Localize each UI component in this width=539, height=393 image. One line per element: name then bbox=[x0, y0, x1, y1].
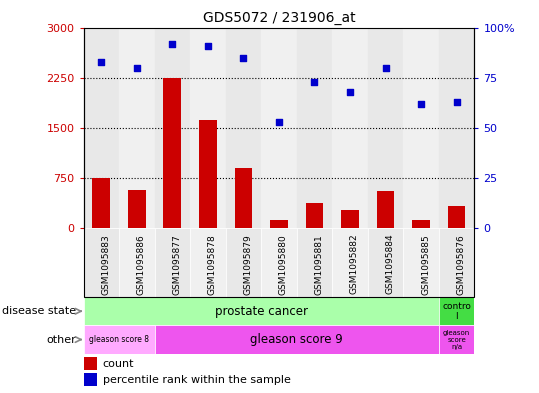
Bar bbox=[119, 28, 155, 228]
Bar bbox=[226, 28, 261, 228]
Bar bbox=[92, 178, 110, 228]
Bar bbox=[306, 203, 323, 228]
Text: GSM1095878: GSM1095878 bbox=[208, 234, 217, 295]
Point bbox=[204, 42, 212, 49]
Bar bbox=[261, 228, 296, 297]
Bar bbox=[368, 228, 403, 297]
Text: GSM1095877: GSM1095877 bbox=[172, 234, 181, 295]
Point bbox=[168, 40, 177, 47]
Bar bbox=[199, 119, 217, 228]
Point bbox=[381, 64, 390, 71]
Text: gleason score 9: gleason score 9 bbox=[250, 333, 343, 346]
Bar bbox=[403, 28, 439, 228]
Bar bbox=[84, 28, 119, 228]
Bar bbox=[190, 228, 226, 297]
Bar bbox=[439, 228, 474, 297]
Bar bbox=[155, 325, 439, 354]
Text: contro
l: contro l bbox=[442, 301, 471, 321]
Text: GSM1095881: GSM1095881 bbox=[314, 234, 323, 295]
Point bbox=[275, 119, 284, 125]
Bar bbox=[190, 28, 226, 228]
Text: GSM1095876: GSM1095876 bbox=[457, 234, 466, 295]
Point bbox=[345, 89, 354, 95]
Bar bbox=[377, 191, 395, 228]
Bar bbox=[332, 28, 368, 228]
Text: GSM1095879: GSM1095879 bbox=[244, 234, 252, 295]
Bar bbox=[368, 28, 403, 228]
Bar bbox=[261, 28, 296, 228]
Point bbox=[97, 59, 106, 65]
Bar bbox=[84, 228, 119, 297]
Text: GSM1095884: GSM1095884 bbox=[385, 234, 395, 294]
Text: GSM1095883: GSM1095883 bbox=[101, 234, 110, 295]
Bar bbox=[84, 357, 97, 369]
Point bbox=[239, 55, 248, 61]
Bar bbox=[448, 206, 466, 228]
Bar bbox=[163, 78, 181, 228]
Text: GSM1095880: GSM1095880 bbox=[279, 234, 288, 295]
Title: GDS5072 / 231906_at: GDS5072 / 231906_at bbox=[203, 11, 355, 25]
Text: disease state: disease state bbox=[2, 306, 75, 316]
Bar bbox=[234, 168, 252, 228]
Point bbox=[417, 101, 425, 107]
Bar bbox=[226, 228, 261, 297]
Bar bbox=[403, 228, 439, 297]
Bar bbox=[412, 220, 430, 228]
Bar bbox=[128, 189, 146, 228]
Text: prostate cancer: prostate cancer bbox=[215, 305, 308, 318]
Text: GSM1095885: GSM1095885 bbox=[421, 234, 430, 295]
Text: other: other bbox=[46, 334, 75, 345]
Bar bbox=[84, 373, 97, 386]
Bar bbox=[439, 325, 474, 354]
Point bbox=[452, 99, 461, 105]
Bar bbox=[296, 28, 332, 228]
Bar bbox=[84, 325, 155, 354]
Text: count: count bbox=[103, 358, 134, 369]
Bar bbox=[296, 228, 332, 297]
Text: gleason
score
n/a: gleason score n/a bbox=[443, 330, 470, 349]
Point bbox=[133, 64, 141, 71]
Bar bbox=[270, 220, 288, 228]
Bar bbox=[119, 228, 155, 297]
Text: gleason score 8: gleason score 8 bbox=[89, 335, 149, 344]
Text: percentile rank within the sample: percentile rank within the sample bbox=[103, 375, 291, 384]
Bar bbox=[155, 228, 190, 297]
Bar bbox=[155, 28, 190, 228]
Point bbox=[310, 79, 319, 85]
Text: GSM1095882: GSM1095882 bbox=[350, 234, 359, 294]
Bar bbox=[439, 297, 474, 325]
Bar bbox=[332, 228, 368, 297]
Text: GSM1095886: GSM1095886 bbox=[137, 234, 146, 295]
Bar bbox=[439, 28, 474, 228]
Bar bbox=[341, 209, 359, 228]
